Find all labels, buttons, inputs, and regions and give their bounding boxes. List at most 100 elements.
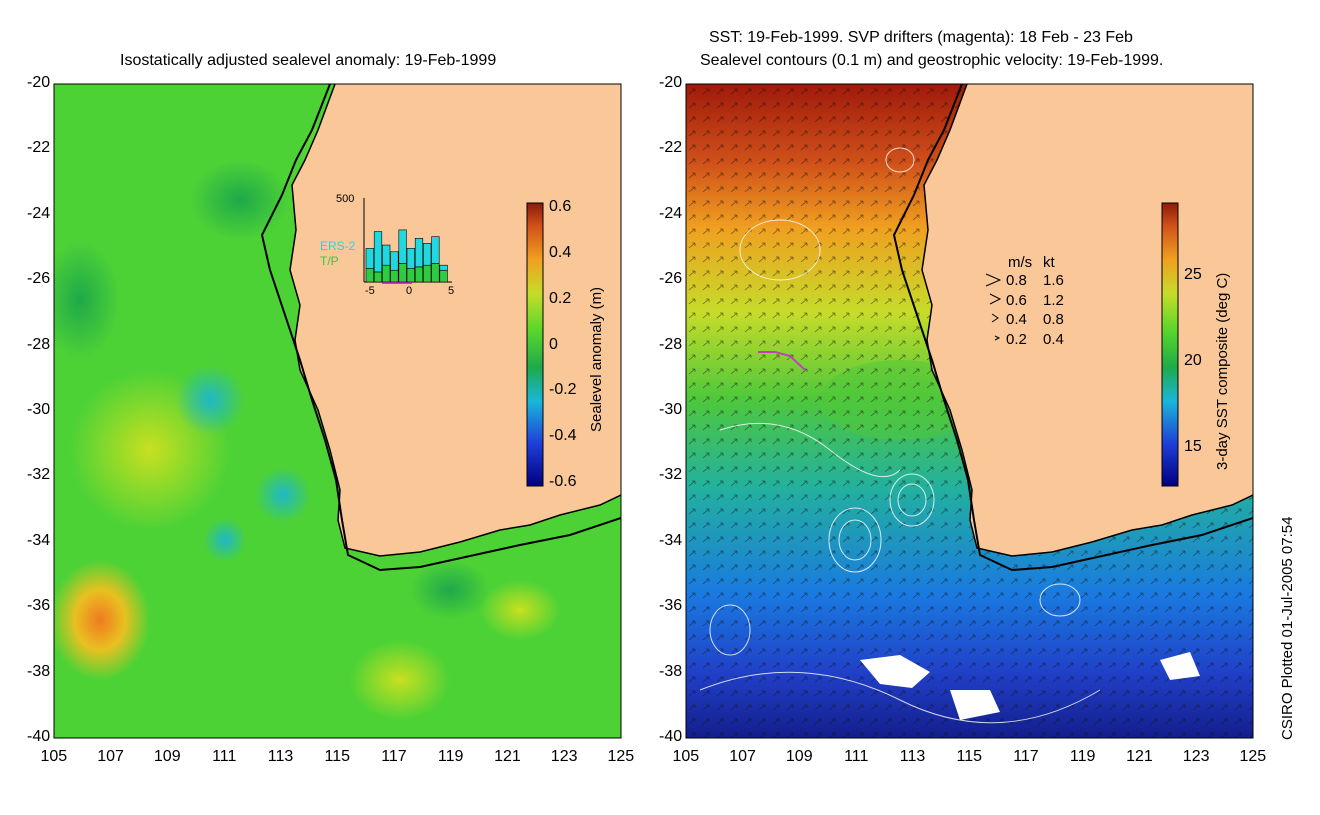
- inset-legend-tp: T/P: [320, 254, 339, 268]
- lon-tick-label: 117: [1013, 748, 1039, 765]
- lon-tick-label: 109: [153, 748, 181, 765]
- lon-tick-label: 111: [844, 748, 869, 765]
- lon-tick-label: 115: [324, 748, 351, 765]
- lon-tick-label: 123: [550, 748, 578, 765]
- lat-tick-label: -26: [27, 270, 51, 288]
- lat-tick-label: -20: [659, 74, 683, 91]
- drifter-period-marker: [382, 281, 412, 284]
- lon-tick-label: 121: [1126, 748, 1153, 765]
- sst-colorbar: [1161, 202, 1179, 487]
- sealevel-contours: [699, 147, 1101, 724]
- lat-tick-label: -22: [27, 139, 51, 157]
- lon-tick-label: 107: [729, 748, 756, 765]
- lon-tick-label: 117: [381, 748, 407, 765]
- sst-map: [685, 83, 1254, 739]
- inset-bar-tp: [373, 271, 383, 283]
- lat-tick-label: -28: [27, 335, 51, 353]
- inset-legend-ers2: ERS-2: [320, 239, 356, 253]
- inset-bar-tp: [398, 263, 407, 283]
- svp-drifter-track: [758, 351, 806, 371]
- sla-colorbar-tick: 0.4: [549, 243, 572, 261]
- track-count-inset: [363, 198, 452, 284]
- lat-tick-label: -32: [27, 466, 51, 484]
- inset-bar-ers2: [398, 229, 407, 264]
- continental-shelf-edge: [892, 84, 1253, 572]
- legend-header-ms: m/s: [1008, 254, 1033, 271]
- velocity-legend-arrows: [985, 273, 1002, 341]
- lat-tick-label: -38: [659, 662, 683, 680]
- australia-landmass: [922, 84, 1253, 556]
- lat-tick-label: -34: [27, 531, 51, 549]
- legend-value-kt: 0.4: [1043, 330, 1064, 348]
- right-map-title-line1: SST: 19-Feb-1999. SVP drifters (magenta)…: [709, 29, 1133, 46]
- sla-colorbar: [526, 202, 544, 487]
- sla-high-blob: [480, 580, 560, 640]
- lat-tick-label: -34: [659, 531, 683, 549]
- lon-tick-label: 119: [437, 748, 464, 765]
- inset-bar-tp: [439, 269, 448, 283]
- sst-colorbar-tick: 25: [1184, 266, 1202, 283]
- inset-bar-ers2: [406, 248, 415, 269]
- inset-bar-ers2: [373, 231, 383, 273]
- sla-colorbar-tick: -0.2: [549, 381, 577, 399]
- lon-tick-label: 125: [1239, 748, 1267, 765]
- legend-value-kt: 1.6: [1043, 272, 1064, 289]
- legend-value-ms: 0.6: [1006, 291, 1027, 309]
- lat-tick-label: -30: [659, 401, 683, 418]
- lon-tick-label: 111: [212, 748, 237, 765]
- sla-low-blob: [410, 560, 490, 620]
- sla-colorbar-tick: 0.2: [549, 289, 572, 307]
- sla-max-blob: [54, 560, 150, 680]
- legend-arrow-0.6: [989, 293, 1002, 305]
- inset-ymax-label: 500: [336, 193, 355, 205]
- sla-colorbar-tick: -0.4: [549, 427, 577, 445]
- inset-x-tick: 0: [406, 285, 413, 297]
- inset-x-tick: 5: [448, 285, 455, 297]
- lon-tick-label: 119: [1069, 748, 1096, 765]
- inset-bar-ers2: [431, 236, 440, 264]
- sla-colorbar-label: Sealevel anomaly (m): [588, 286, 605, 432]
- right-map-title-line2: Sealevel contours (0.1 m) and geostrophi…: [700, 52, 1164, 69]
- lat-tick-label: -38: [27, 662, 51, 680]
- sea-level-anomaly-map: [53, 83, 622, 739]
- inset-bar-ers2: [439, 264, 448, 271]
- lat-tick-label: -36: [659, 597, 683, 615]
- lon-tick-label: 113: [899, 748, 926, 765]
- legend-value-kt: 1.2: [1043, 291, 1064, 309]
- lat-tick-label: -26: [659, 270, 683, 288]
- inset-bar-ers2: [414, 238, 424, 268]
- lon-tick-label: 123: [1182, 748, 1210, 765]
- lat-tick-label: -30: [27, 401, 51, 418]
- lat-tick-label: -40: [659, 728, 683, 745]
- cloud-mask: [860, 652, 1200, 720]
- sla-low-blob: [54, 240, 120, 360]
- lon-tick-label: 105: [40, 748, 68, 765]
- map-frame: [53, 83, 622, 739]
- credit-text: CSIRO Plotted 01-Jul-2005 07:54: [1279, 516, 1296, 740]
- sla-low-blob: [203, 518, 247, 562]
- coastline: [921, 84, 1253, 557]
- sla-low-blob: [175, 365, 245, 435]
- inset-bar-tp: [431, 263, 440, 283]
- lon-tick-label: 113: [267, 748, 294, 765]
- left-map-title: Isostatically adjusted sealevel anomaly:…: [120, 52, 497, 69]
- lat-tick-label: -40: [27, 728, 51, 745]
- sst-colorbar-label: 3-day SST composite (deg C): [1214, 272, 1231, 470]
- sla-low-blob: [190, 160, 290, 240]
- legend-value-ms: 0.8: [1006, 272, 1027, 289]
- inset-bar-ers2: [423, 243, 432, 266]
- lon-tick-label: 125: [607, 748, 635, 765]
- inset-bar-tp: [423, 264, 432, 283]
- map-frame: [685, 83, 1254, 739]
- continental-shelf-edge: [260, 84, 621, 572]
- inset-bar-tp: [406, 268, 415, 283]
- lat-tick-label: -24: [659, 204, 683, 222]
- lat-tick-label: -28: [659, 335, 683, 353]
- sla-low-blob: [255, 467, 311, 523]
- lat-tick-label: -24: [27, 204, 51, 222]
- sst-colorbar-tick: 20: [1184, 352, 1202, 369]
- legend-arrow-0.2: [994, 335, 1001, 341]
- inset-bar-tp: [382, 264, 391, 283]
